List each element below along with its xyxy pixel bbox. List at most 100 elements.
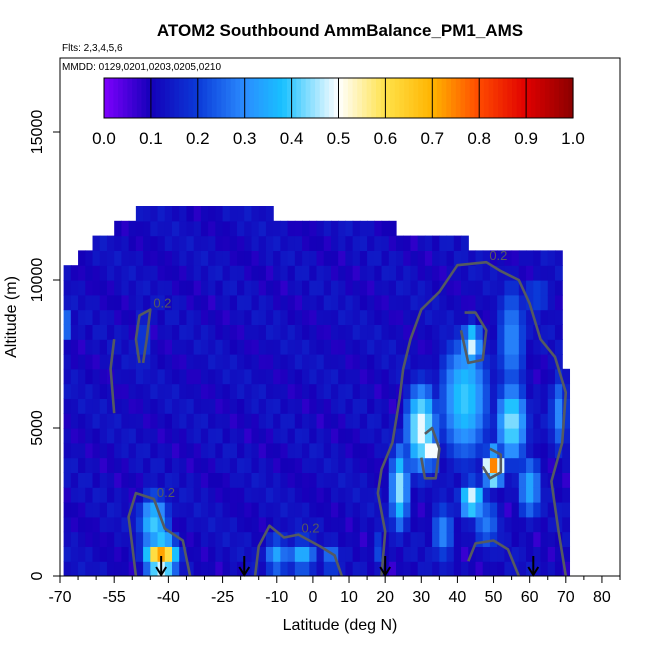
- heat-cell: [85, 472, 94, 488]
- heat-cell: [200, 502, 209, 518]
- heat-cell: [504, 531, 513, 547]
- heat-cell: [237, 368, 245, 385]
- heat-cell: [135, 324, 144, 340]
- heat-cell: [381, 502, 390, 518]
- heat-cell: [179, 265, 188, 281]
- heat-cell: [410, 561, 419, 576]
- heat-cell: [396, 428, 404, 444]
- colorbar-swatch: [310, 78, 316, 118]
- heat-cell: [554, 324, 563, 340]
- heat-cell: [92, 457, 101, 473]
- colorbar-swatch: [104, 78, 110, 118]
- heat-cell: [374, 309, 383, 325]
- heat-cell: [446, 294, 455, 311]
- heat-cell: [114, 265, 123, 281]
- heat-cell: [417, 487, 426, 503]
- heat-cell: [99, 428, 108, 444]
- heat-cell: [135, 531, 144, 547]
- heat-cell: [497, 383, 505, 399]
- heat-cell: [439, 265, 448, 281]
- colorbar-swatch: [507, 78, 513, 118]
- heat-cell: [518, 442, 527, 459]
- heat-cell: [345, 368, 354, 385]
- heat-cell: [453, 368, 462, 385]
- heat-cell: [461, 472, 469, 488]
- heat-cell: [294, 442, 303, 459]
- heat-cell: [417, 472, 426, 488]
- heat-cell: [562, 472, 571, 488]
- heat-cell: [164, 294, 173, 311]
- heat-cell: [92, 250, 101, 266]
- colorbar-swatch: [558, 78, 565, 118]
- colorbar-swatch: [376, 78, 382, 118]
- heat-cell: [504, 383, 513, 399]
- heat-cell: [374, 457, 383, 473]
- heat-cell: [121, 472, 130, 488]
- heat-cell: [446, 250, 455, 266]
- heat-cell: [265, 309, 274, 325]
- heat-cell: [309, 561, 318, 576]
- heat-cell: [489, 457, 498, 473]
- heat-cell: [70, 368, 79, 385]
- heat-cell: [367, 280, 375, 296]
- heat-cell: [352, 442, 361, 459]
- heat-cell: [258, 294, 267, 311]
- heat-cell: [193, 398, 202, 414]
- heat-cell: [424, 265, 433, 281]
- heat-cell: [338, 280, 347, 296]
- heat-cell: [518, 502, 527, 518]
- heat-cell: [309, 413, 318, 429]
- heat-cell: [410, 339, 419, 355]
- heat-cell: [367, 294, 375, 311]
- plot-frame: [59, 57, 621, 577]
- heat-cell: [461, 265, 469, 281]
- heat-cell: [526, 339, 534, 355]
- heat-cell: [526, 398, 534, 414]
- heat-cell: [251, 516, 260, 533]
- heat-cell: [330, 428, 339, 444]
- heat-cell: [70, 398, 79, 414]
- heat-cell: [244, 546, 253, 562]
- heat-cell: [367, 398, 375, 414]
- heat-cell: [316, 383, 325, 399]
- heat-cell: [540, 294, 549, 311]
- heat-cell: [533, 413, 542, 429]
- heat-cell: [265, 354, 274, 370]
- heat-cell: [403, 265, 412, 281]
- heat-cell: [237, 220, 245, 237]
- heat-cell: [63, 398, 72, 414]
- heat-cell: [143, 472, 151, 488]
- heat-cell: [461, 324, 469, 340]
- heat-cell: [323, 531, 332, 547]
- heat-cell: [504, 354, 513, 370]
- heat-cell: [215, 250, 224, 266]
- heat-cell: [518, 546, 527, 562]
- heat-cell: [164, 428, 173, 444]
- heat-cell: [330, 309, 339, 325]
- heat-cell: [179, 413, 188, 429]
- heat-cell: [352, 294, 361, 311]
- heat-cell: [302, 383, 310, 399]
- heat-cell: [287, 368, 296, 385]
- heat-cell: [273, 413, 281, 429]
- heat-cell: [330, 368, 339, 385]
- heat-cell: [468, 324, 477, 340]
- heat-cell: [150, 546, 159, 562]
- heat-cell: [302, 502, 310, 518]
- heat-cell: [99, 546, 108, 562]
- heat-cell: [258, 457, 267, 473]
- heat-cell: [547, 546, 556, 562]
- heat-cell: [352, 502, 361, 518]
- heat-cell: [482, 383, 491, 399]
- colorbar-swatch: [188, 78, 194, 118]
- heat-cell: [85, 428, 94, 444]
- heat-cell: [345, 516, 354, 533]
- heat-cell: [330, 502, 339, 518]
- heat-cell: [526, 546, 534, 562]
- heat-cell: [186, 561, 195, 576]
- heat-cell: [396, 457, 404, 473]
- colorbar-swatch: [413, 78, 419, 118]
- heat-cell: [432, 442, 440, 459]
- heat-cell: [186, 531, 195, 547]
- heat-cell: [367, 265, 375, 281]
